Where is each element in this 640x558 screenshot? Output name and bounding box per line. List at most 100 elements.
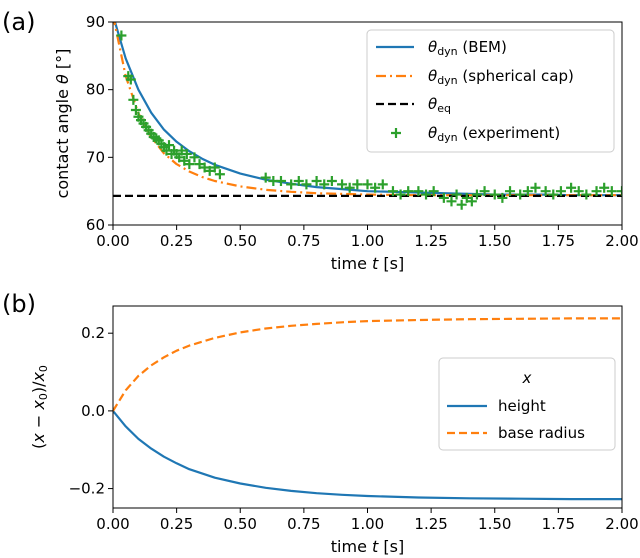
series-dyn-experiment-point xyxy=(326,176,337,187)
series-dyn-experiment-point xyxy=(387,186,398,197)
series-dyn-experiment-point xyxy=(599,182,610,193)
series-dyn-experiment-point xyxy=(337,179,348,190)
legend-label: θeq xyxy=(428,95,451,115)
series-dyn-experiment-point xyxy=(497,192,508,203)
series-dyn-experiment-point xyxy=(179,155,190,166)
series-dyn-experiment-point xyxy=(479,186,490,197)
series-dyn-experiment-point xyxy=(489,189,500,200)
series-dyn-experiment-point xyxy=(522,186,533,197)
legend-label: θdyn (experiment) xyxy=(428,124,560,144)
series-dyn-experiment-point xyxy=(471,189,482,200)
series-dyn-experiment-point xyxy=(555,186,566,197)
x-tick-label: 0.25 xyxy=(160,232,193,250)
legend-title: x xyxy=(522,369,532,387)
x-tick-label: 0.75 xyxy=(287,232,320,250)
series-dyn-experiment-point xyxy=(260,172,271,183)
y-axis-label: (x − x0)/x0 xyxy=(29,365,50,449)
legend-label: base radius xyxy=(498,424,585,442)
y-tick-label: 70 xyxy=(86,148,105,166)
series-dyn-experiment-point xyxy=(293,176,304,187)
series-dyn-experiment-point xyxy=(461,192,472,203)
panel-b: 0.00 0.25 0.50 0.75 1.00 1.25 1.50 1.75 2.00 −0.2… xyxy=(2,290,639,556)
series-dyn-experiment-point xyxy=(125,74,136,85)
series-dyn-experiment-point xyxy=(174,152,185,163)
series-dyn-experiment-point xyxy=(116,30,127,41)
legend-frame xyxy=(438,357,616,451)
y-axis-label: contact angle θ [°] xyxy=(53,49,72,199)
series-dyn-experiment-point xyxy=(573,186,584,197)
series-dyn-experiment-point xyxy=(301,179,312,190)
y-tick-label: 60 xyxy=(86,216,105,234)
panel-label: (b) xyxy=(2,290,36,318)
x-axis-label: time t [s] xyxy=(331,254,404,273)
series-dyn-experiment-point xyxy=(446,196,457,207)
y-tick-label: −0.2 xyxy=(69,480,105,498)
y-tick-label: 90 xyxy=(86,13,105,31)
series-dyn-experiment-point xyxy=(548,189,559,200)
legend-label: height xyxy=(498,397,546,415)
series-dyn-experiment-point xyxy=(214,169,225,180)
series-dyn-experiment-point xyxy=(395,189,406,200)
x-tick-label: 1.50 xyxy=(478,232,511,250)
series-dyn-experiment-point xyxy=(181,148,192,159)
x-tick-label: 0.50 xyxy=(224,232,257,250)
series-dyn-experiment-point xyxy=(362,179,373,190)
x-tick-label: 1.00 xyxy=(351,232,384,250)
series-dyn-experiment-point xyxy=(194,159,205,170)
series-dyn-experiment-point xyxy=(456,199,467,210)
legend-label: θdyn (BEM) xyxy=(428,38,507,58)
series-dyn-experiment-point xyxy=(286,179,297,190)
series-dyn-experiment-point xyxy=(344,182,355,193)
series-dyn-experiment-point xyxy=(530,182,541,193)
x-tick-label: 1.25 xyxy=(414,515,447,533)
series-base-radius-line xyxy=(113,317,622,412)
y-tick-label: 0.0 xyxy=(81,402,105,420)
series-dyn-experiment-point xyxy=(377,179,388,190)
series-dyn-experiment-point xyxy=(581,189,592,200)
series-dyn-experiment-point xyxy=(566,182,577,193)
series-dyn-experiment-point xyxy=(606,186,617,197)
series-dyn-experiment-point xyxy=(209,162,220,173)
series-dyn-experiment-point xyxy=(163,140,174,151)
series-dyn-experiment-point xyxy=(617,186,622,197)
series-dyn-experiment-point xyxy=(204,165,215,176)
legend: x height base radius xyxy=(438,357,616,451)
x-tick-label: 0.75 xyxy=(287,515,320,533)
legend-frame xyxy=(366,29,615,153)
series-dyn-experiment-point xyxy=(421,189,432,200)
series-dyn-experiment-point xyxy=(275,176,286,187)
legend-label: θdyn (spherical cap) xyxy=(428,67,574,87)
x-tick-label: 0.00 xyxy=(96,515,129,533)
x-tick-label: 1.50 xyxy=(478,515,511,533)
series-dyn-experiment-point xyxy=(413,186,424,197)
series-dyn-experiment-point xyxy=(130,104,141,115)
series-dyn-experiment-point xyxy=(176,145,187,156)
series-dyn-experiment-point xyxy=(370,182,381,193)
plot-area xyxy=(113,317,622,501)
x-tick-label: 1.75 xyxy=(542,232,575,250)
series-dyn-experiment-point xyxy=(451,189,462,200)
x-tick-label: 1.75 xyxy=(542,515,575,533)
x-tick-label: 1.25 xyxy=(414,232,447,250)
series-dyn-experiment-point xyxy=(466,196,477,207)
series-dyn-experiment-point xyxy=(311,176,322,187)
y-tick-label: 0.2 xyxy=(81,324,105,342)
series-dyn-experiment-point xyxy=(128,94,139,105)
series-dyn-experiment-point xyxy=(199,162,210,173)
legend: θdyn (BEM) θdyn (spherical cap) θeq θdyn (e… xyxy=(366,29,615,153)
series-dyn-experiment-point xyxy=(189,152,200,163)
x-axis-label: time t [s] xyxy=(331,537,404,556)
panel-a: 0.00 0.25 0.50 0.75 1.00 1.25 1.50 1.75 2.00 60 70… xyxy=(2,8,639,273)
series-dyn-experiment-point xyxy=(428,186,439,197)
series-dyn-experiment-point xyxy=(515,189,526,200)
series-dyn-experiment-point xyxy=(540,186,551,197)
x-tick-label: 1.00 xyxy=(351,515,384,533)
y-tick-label: 80 xyxy=(86,81,105,99)
x-tick-label: 0.00 xyxy=(96,232,129,250)
x-tick-label: 2.00 xyxy=(605,515,638,533)
series-dyn-experiment-point xyxy=(319,179,330,190)
series-dyn-experiment-point xyxy=(403,186,414,197)
series-dyn-experiment-point xyxy=(438,192,449,203)
x-tick-label: 2.00 xyxy=(605,232,638,250)
